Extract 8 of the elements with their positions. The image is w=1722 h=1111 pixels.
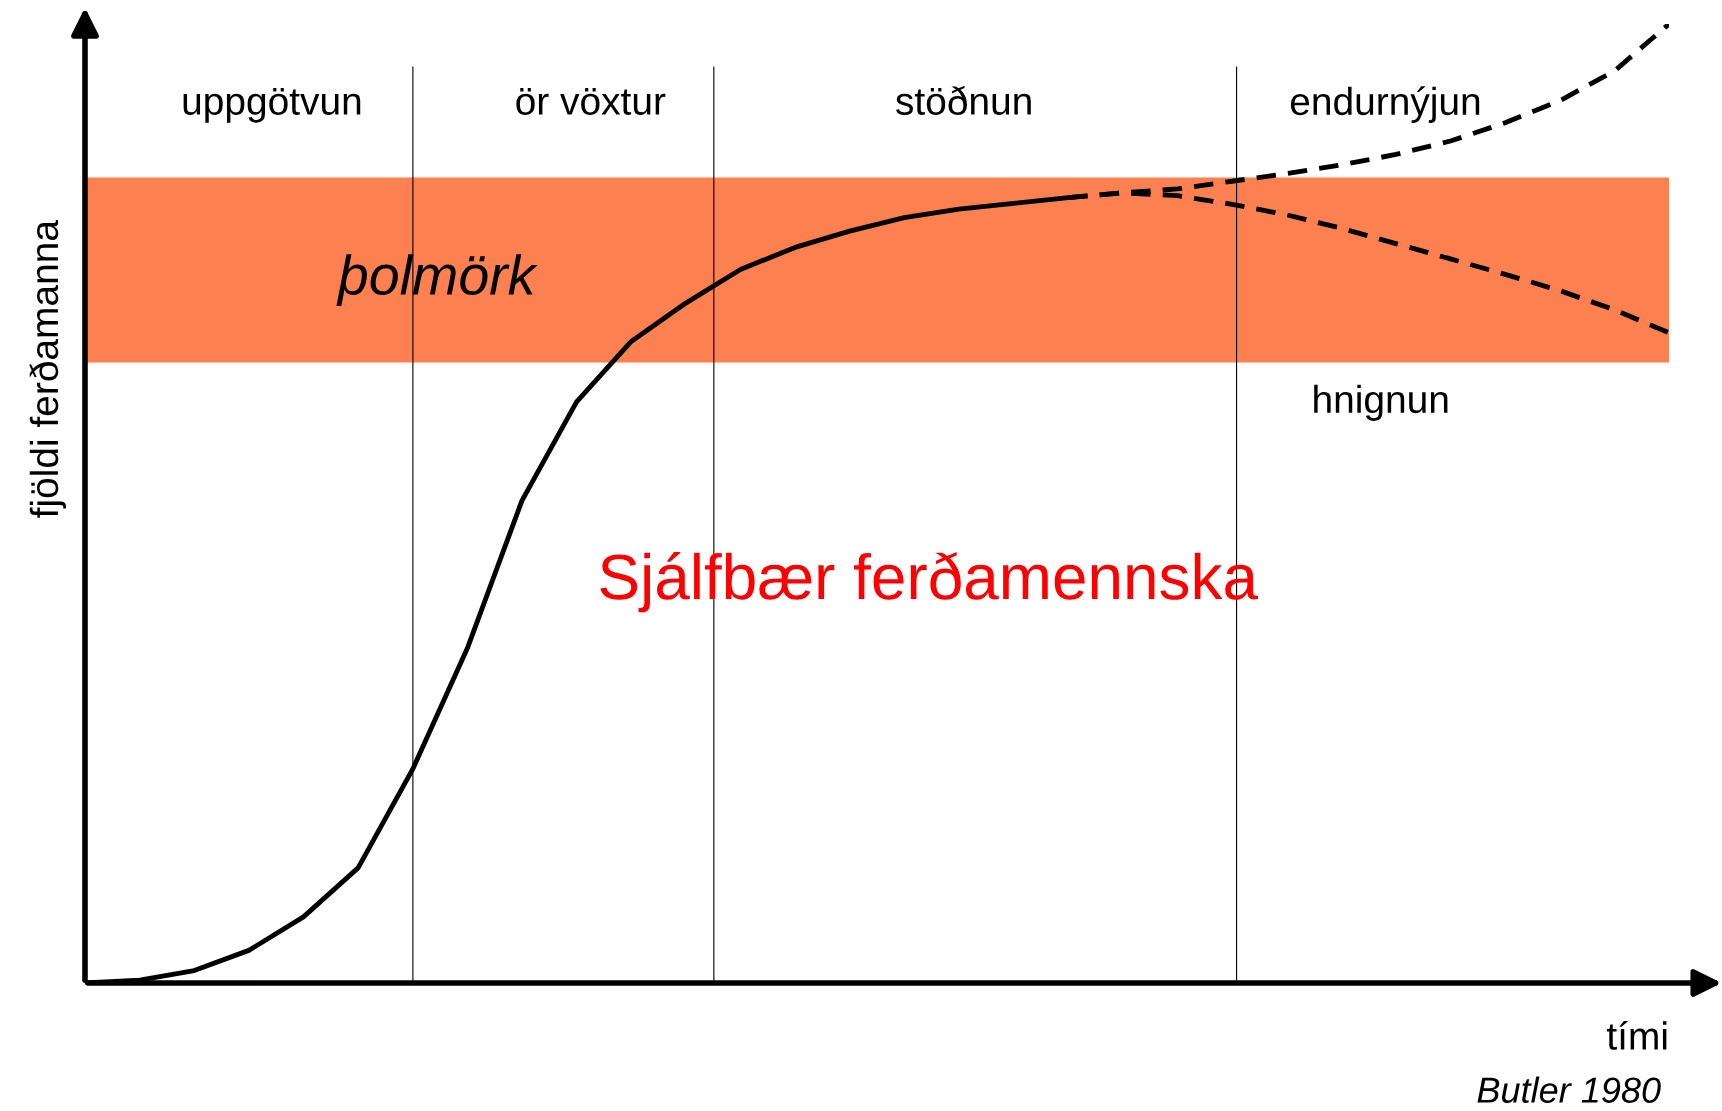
x-axis-title: tími — [1606, 1020, 1667, 1050]
text: Butler 1980 — [1477, 1076, 1661, 1103]
annotation: endurnýjun — [1290, 86, 1480, 123]
annotation: ör vöxtur — [516, 87, 666, 115]
y-axis-title: fjöldi ferðamanna — [29, 220, 66, 518]
annotation: hnignun — [1314, 384, 1448, 421]
annotation: uppgötvun — [183, 87, 361, 123]
annotation: stöðnun — [896, 85, 1031, 115]
